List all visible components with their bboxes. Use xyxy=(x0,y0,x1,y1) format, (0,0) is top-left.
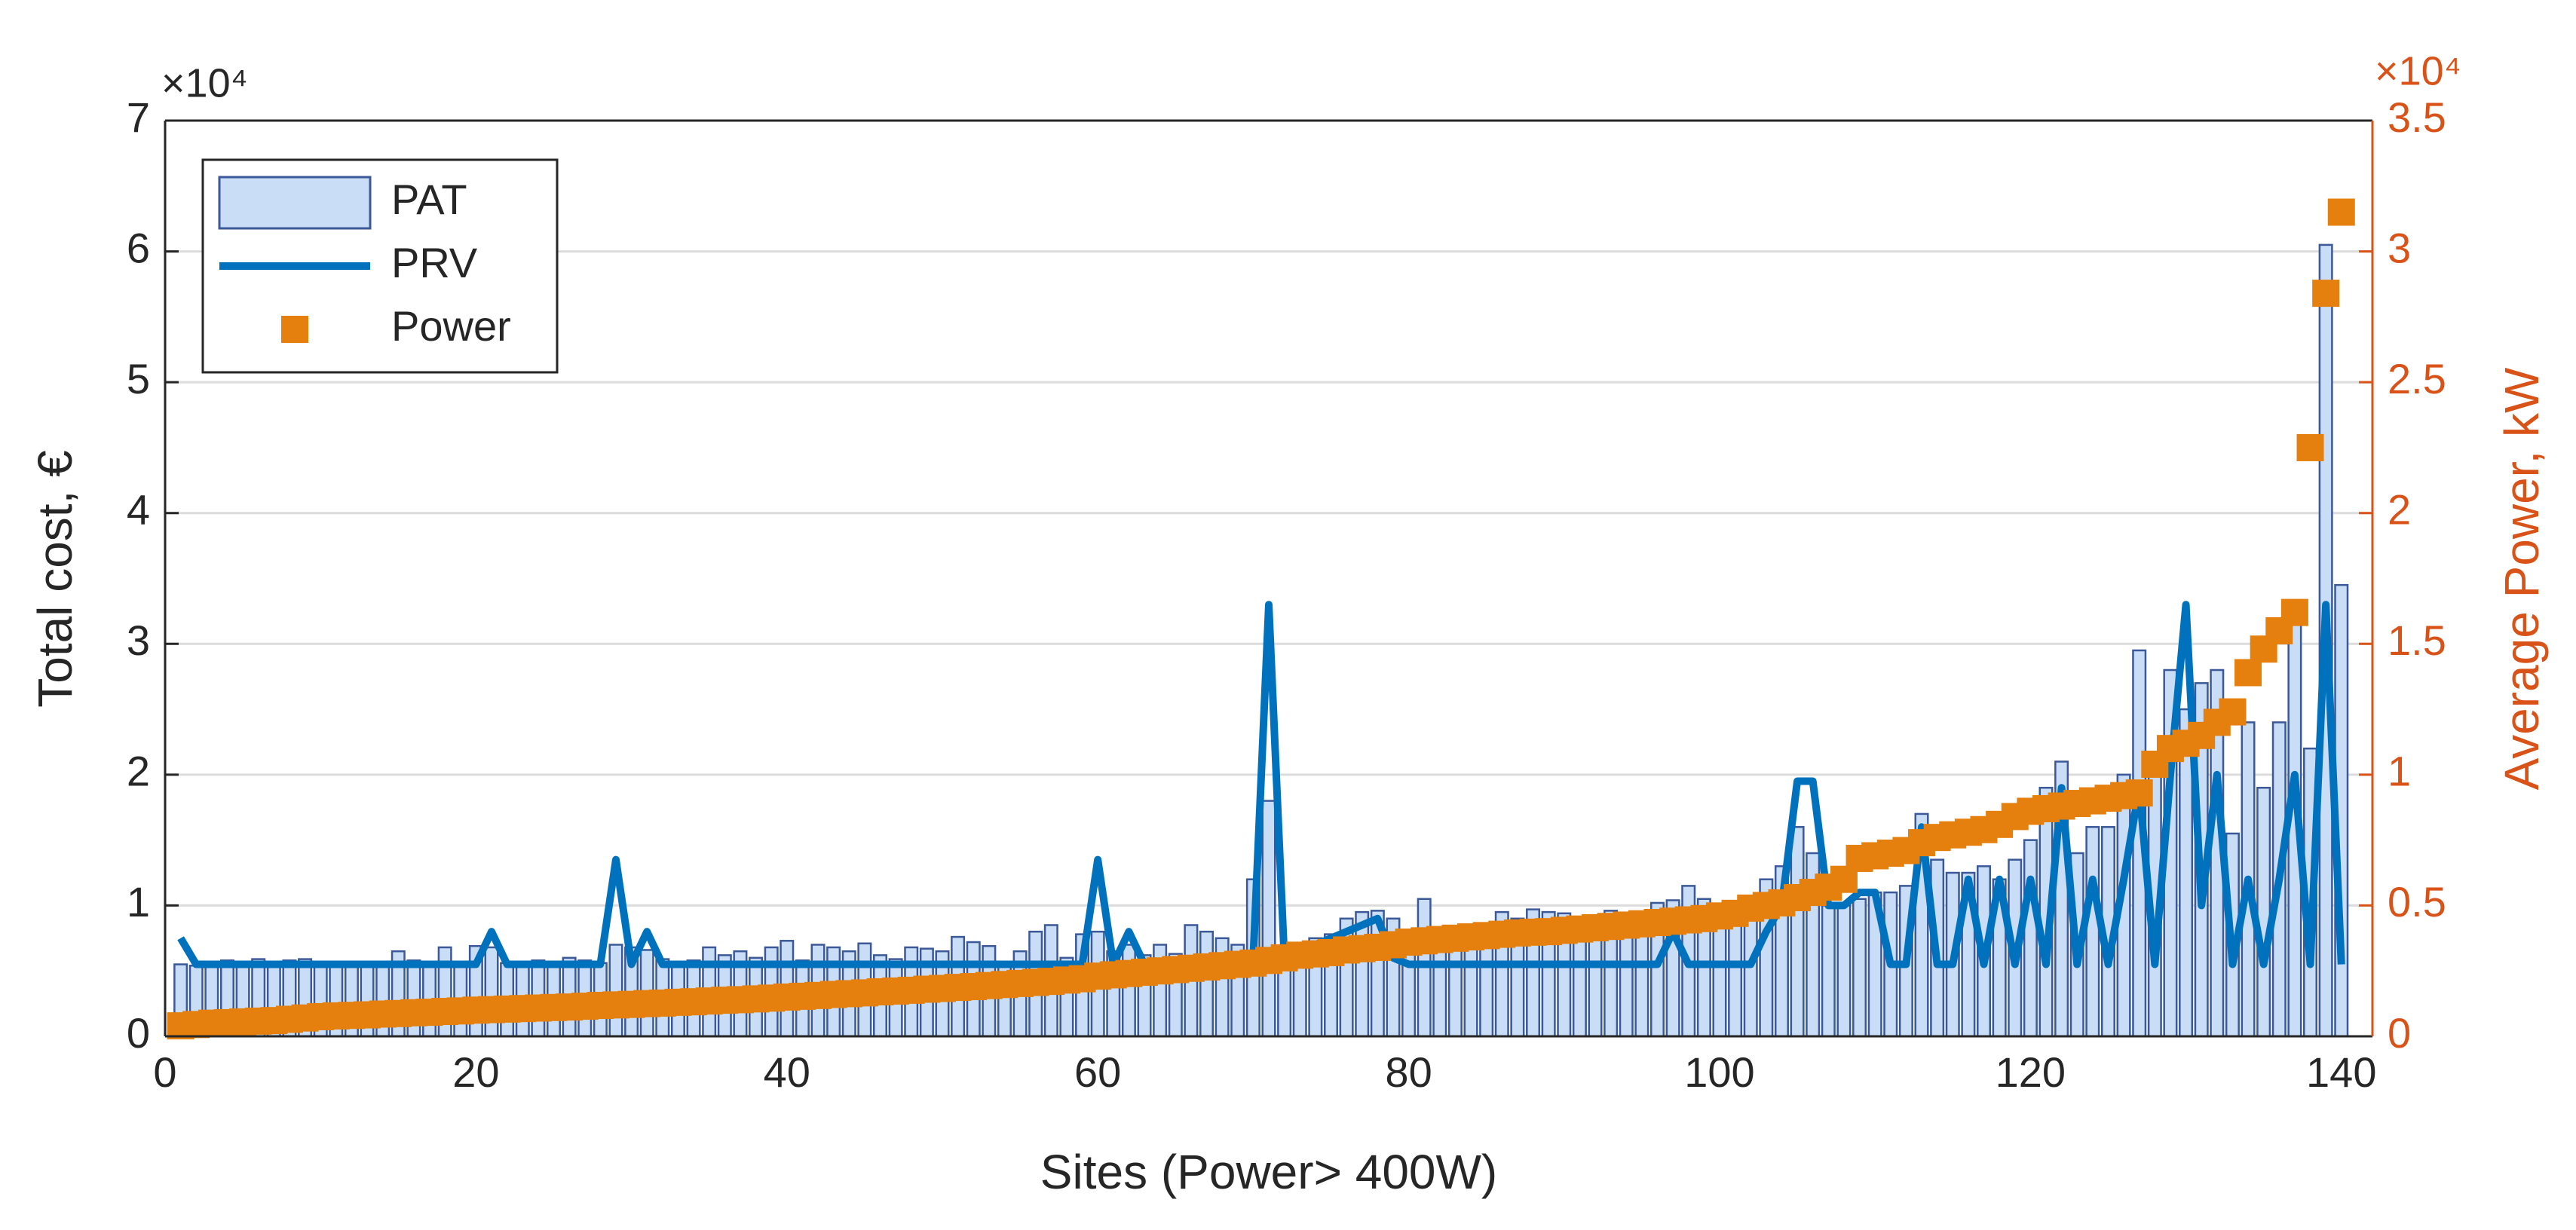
x-tick-label: 140 xyxy=(2306,1048,2376,1096)
x-tick-label: 80 xyxy=(1385,1048,1432,1096)
bar xyxy=(1463,941,1478,1038)
bar xyxy=(1199,930,1214,1038)
bar xyxy=(608,944,623,1038)
y-tick-label: 3 xyxy=(127,617,150,664)
bar xyxy=(1836,904,1852,1038)
bar xyxy=(1121,944,1136,1038)
y2-tick-label: 1.5 xyxy=(2388,617,2446,664)
point xyxy=(2280,598,2308,626)
line xyxy=(177,601,2345,968)
y-multiplier: ×10⁴ xyxy=(161,60,248,106)
x-tick-label: 100 xyxy=(1684,1048,1754,1096)
y-tick-label: 1 xyxy=(127,878,150,926)
bar xyxy=(1261,800,1276,1038)
point xyxy=(2125,779,2153,807)
bar xyxy=(1821,904,1836,1038)
y2-tick-label: 0 xyxy=(2388,1009,2411,1057)
legend-label: PRV xyxy=(391,239,478,286)
legend-label: PAT xyxy=(391,176,467,223)
legend-label: Power xyxy=(391,302,511,350)
y2-axis-label: Average Power, kW xyxy=(2495,367,2549,790)
bar xyxy=(1790,826,1805,1038)
bar xyxy=(1852,898,1867,1038)
x-tick-label: 0 xyxy=(153,1048,176,1096)
x-axis-label: Sites (Power> 400W) xyxy=(1040,1145,1497,1199)
y-tick-label: 4 xyxy=(127,486,150,534)
bar xyxy=(2085,826,2100,1038)
y2-tick-label: 3.5 xyxy=(2388,93,2446,141)
y-tick-label: 7 xyxy=(127,93,150,141)
x-tick-label: 60 xyxy=(1074,1048,1121,1096)
y-tick-label: 5 xyxy=(127,355,150,402)
bar xyxy=(1479,937,1494,1038)
y-axis-label: Total cost, € xyxy=(28,450,82,708)
y2-tick-label: 1 xyxy=(2388,748,2411,795)
y2-tick-label: 3 xyxy=(2388,224,2411,271)
y-tick-label: 2 xyxy=(127,748,150,795)
y2-multiplier: ×10⁴ xyxy=(2375,48,2461,93)
point xyxy=(2312,280,2340,308)
y-tick-label: 6 xyxy=(127,224,150,271)
legend-swatch xyxy=(281,316,308,343)
x-tick-label: 120 xyxy=(1996,1048,2066,1096)
y2-tick-label: 0.5 xyxy=(2388,878,2446,926)
legend-swatch xyxy=(218,176,372,230)
y2-tick-label: 2.5 xyxy=(2388,355,2446,402)
point xyxy=(2296,433,2324,461)
bar xyxy=(1447,944,1463,1038)
bar xyxy=(2256,786,2271,1038)
point xyxy=(2219,698,2247,726)
point xyxy=(2234,659,2262,687)
x-tick-label: 40 xyxy=(764,1048,810,1096)
y2-tick-label: 2 xyxy=(2388,486,2411,534)
y-tick-label: 0 xyxy=(127,1009,150,1057)
x-tick-label: 20 xyxy=(452,1048,499,1096)
bar xyxy=(2023,839,2038,1038)
point xyxy=(2327,198,2355,226)
